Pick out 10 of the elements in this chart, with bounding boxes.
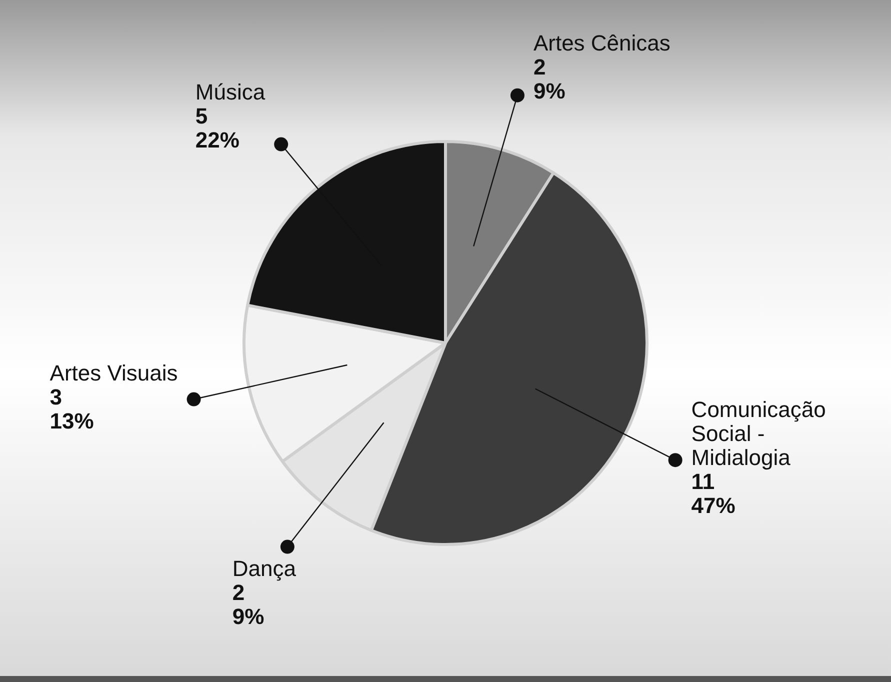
slice-label: Comunicação Social - Midialogia	[691, 397, 826, 470]
slice-label: Artes Visuais	[50, 360, 178, 386]
data-label: 3 13%	[50, 384, 94, 434]
data-label: 5 22%	[195, 103, 240, 152]
data-label: 11 47%	[691, 469, 736, 518]
slice-label: Música	[195, 79, 266, 104]
data-label: 2 9%	[533, 54, 566, 104]
slice-label: Dança	[232, 556, 297, 581]
data-label: 2 9%	[232, 580, 264, 629]
slice-label: Artes Cênicas	[533, 30, 670, 56]
